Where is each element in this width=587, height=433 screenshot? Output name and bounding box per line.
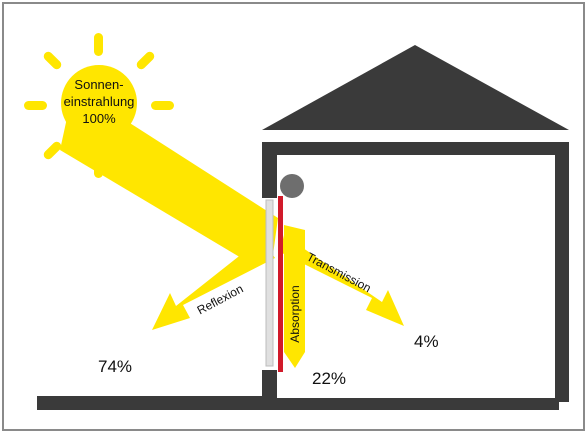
absorption-arrow (284, 225, 305, 368)
sun-label-line2: einstrahlung (64, 94, 135, 109)
window-knob (280, 174, 304, 198)
absorption-label: Absorption (288, 285, 302, 342)
sun-label-line3: 100% (82, 111, 116, 126)
transmission-arrow (280, 235, 404, 326)
reflexion-arrow (152, 238, 275, 330)
house-interior (277, 155, 555, 398)
window-red-frame (278, 196, 283, 372)
incoming-beam (60, 104, 278, 262)
sun-disc (61, 65, 137, 141)
reflexion-value: 74% (98, 357, 132, 376)
sun-label-line1: Sonnen- (74, 77, 123, 92)
house-roof (262, 45, 569, 130)
transmission-value: 4% (414, 332, 439, 351)
absorption-value: 22% (312, 369, 346, 388)
window-glass (265, 199, 274, 367)
